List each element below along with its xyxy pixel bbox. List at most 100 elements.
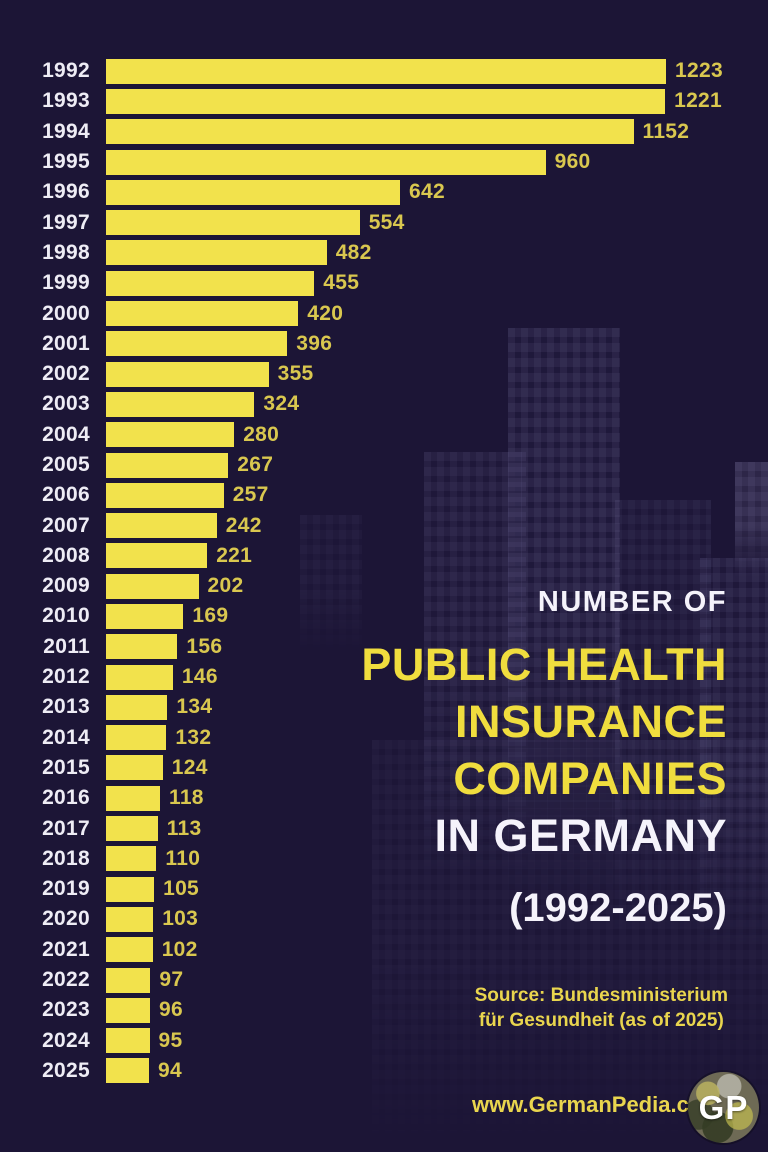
value-label: 103 bbox=[162, 907, 199, 931]
chart-row: 1994 1152 bbox=[20, 117, 760, 147]
bar bbox=[106, 452, 229, 478]
year-label: 2017 bbox=[42, 816, 90, 840]
chart-row: 2014 132 bbox=[20, 723, 760, 753]
bar bbox=[106, 543, 208, 569]
title-block: NUMBER OF PUBLIC HEALTH INSURANCE COMPAN… bbox=[361, 586, 727, 931]
title-line-2: INSURANCE bbox=[454, 696, 727, 747]
bar bbox=[106, 694, 168, 720]
bar bbox=[106, 634, 178, 660]
value-label: 420 bbox=[307, 301, 344, 325]
value-label: 110 bbox=[165, 846, 201, 870]
value-label: 1221 bbox=[674, 89, 723, 113]
chart-row: 2006 257 bbox=[20, 480, 760, 510]
value-label: 1152 bbox=[642, 119, 690, 143]
chart-row: 1992 1223 bbox=[20, 56, 760, 86]
value-label: 257 bbox=[232, 483, 269, 507]
chart-row: 2021 102 bbox=[20, 935, 760, 965]
year-label: 1999 bbox=[42, 271, 90, 295]
chart-row: 1998 482 bbox=[20, 238, 760, 268]
chart-row: 2017 113 bbox=[20, 813, 760, 843]
bar bbox=[106, 270, 315, 296]
title-year-range: (1992-2025) bbox=[509, 886, 727, 930]
year-label: 2001 bbox=[42, 331, 90, 355]
chart-row: 2018 110 bbox=[20, 844, 760, 874]
value-label: 396 bbox=[296, 331, 333, 355]
chart-row: 1999 455 bbox=[20, 268, 760, 298]
chart-row: 2025 94 bbox=[20, 1056, 760, 1086]
value-label: 105 bbox=[163, 877, 200, 901]
value-label: 97 bbox=[159, 968, 184, 992]
bar bbox=[106, 997, 150, 1023]
bar bbox=[106, 967, 151, 993]
year-label: 2006 bbox=[42, 483, 90, 507]
year-label: 2020 bbox=[42, 907, 90, 931]
chart-row: 2020 103 bbox=[20, 904, 760, 934]
bar bbox=[106, 816, 158, 842]
year-label: 2021 bbox=[42, 937, 90, 961]
value-label: 642 bbox=[409, 180, 445, 204]
title-line-3: COMPANIES bbox=[453, 753, 727, 804]
value-label: 102 bbox=[161, 937, 198, 961]
title-line-1: PUBLIC HEALTH bbox=[361, 639, 727, 690]
value-label: 132 bbox=[175, 725, 212, 749]
bar bbox=[106, 179, 400, 205]
year-label: 1996 bbox=[42, 180, 90, 204]
year-label: 2014 bbox=[42, 725, 90, 749]
chart-row: 2016 118 bbox=[20, 783, 760, 813]
source-note: Source: Bundesministerium für Gesundheit… bbox=[475, 983, 728, 1033]
value-label: 221 bbox=[216, 543, 253, 567]
chart-row: 1996 642 bbox=[20, 177, 760, 207]
year-label: 2022 bbox=[42, 968, 90, 992]
bar bbox=[106, 1058, 149, 1084]
bar bbox=[106, 937, 153, 963]
chart-row: 2015 124 bbox=[20, 753, 760, 783]
building-silhouette bbox=[735, 462, 768, 577]
bar bbox=[106, 149, 546, 175]
year-label: 2016 bbox=[42, 786, 90, 810]
building-silhouette bbox=[300, 515, 362, 655]
year-label: 2019 bbox=[42, 877, 90, 901]
chart-row: 2008 221 bbox=[20, 541, 760, 571]
value-label: 554 bbox=[368, 210, 405, 234]
year-label: 2008 bbox=[42, 543, 90, 567]
bar bbox=[106, 331, 288, 357]
value-label: 355 bbox=[277, 362, 314, 386]
chart-row: 2009 202 bbox=[20, 571, 760, 601]
year-label: 1998 bbox=[42, 240, 90, 264]
year-label: 1993 bbox=[42, 89, 90, 113]
building-silhouette bbox=[424, 452, 526, 882]
bar bbox=[106, 664, 173, 690]
chart-row: 2019 105 bbox=[20, 874, 760, 904]
website-url: www.GermanPedia.com bbox=[472, 1092, 722, 1117]
value-label: 242 bbox=[225, 513, 262, 537]
year-label: 1992 bbox=[42, 59, 90, 83]
bar bbox=[106, 573, 199, 599]
year-label: 2003 bbox=[42, 392, 90, 416]
bar bbox=[106, 301, 299, 327]
chart-row: 2022 97 bbox=[20, 965, 760, 995]
value-label: 169 bbox=[192, 604, 229, 628]
year-label: 2002 bbox=[42, 362, 90, 386]
value-label: 1223 bbox=[675, 59, 723, 83]
gp-logo: GP bbox=[688, 1072, 759, 1143]
chart-row: 2003 324 bbox=[20, 389, 760, 419]
chart-row: 1993 1221 bbox=[20, 86, 760, 116]
source-line-2: für Gesundheit (as of 2025) bbox=[478, 1010, 724, 1031]
year-label: 2005 bbox=[42, 453, 90, 476]
value-label: 267 bbox=[237, 453, 274, 476]
bar bbox=[106, 88, 666, 114]
value-label: 118 bbox=[169, 786, 204, 810]
year-label: 1994 bbox=[42, 119, 90, 143]
chart-row: 2004 280 bbox=[20, 420, 760, 450]
bar bbox=[106, 391, 255, 417]
value-label: 482 bbox=[335, 240, 372, 264]
chart-row: 2023 96 bbox=[20, 995, 760, 1025]
value-label: 95 bbox=[158, 1028, 183, 1052]
year-label: 2004 bbox=[42, 422, 90, 446]
year-label: 2025 bbox=[42, 1058, 90, 1082]
bar bbox=[106, 755, 163, 781]
chart-row: 2002 355 bbox=[20, 359, 760, 389]
chart-row: 1995 960 bbox=[20, 147, 760, 177]
